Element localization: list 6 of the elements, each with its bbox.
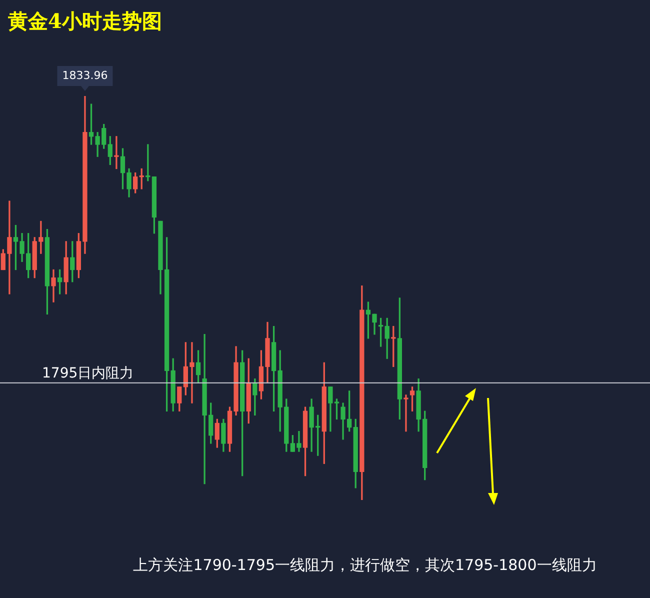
candlestick [404, 394, 408, 432]
chart-title: 黄金4小时走势图 [8, 8, 162, 35]
ref-line-label: 1795日内阻力 [42, 365, 134, 382]
candlestick [114, 136, 119, 170]
text: 上方关注1790-1795一线阻力，进行做空，其次1795-1800一线阻力 [133, 556, 597, 574]
annotation: 1833.96 [62, 68, 108, 82]
